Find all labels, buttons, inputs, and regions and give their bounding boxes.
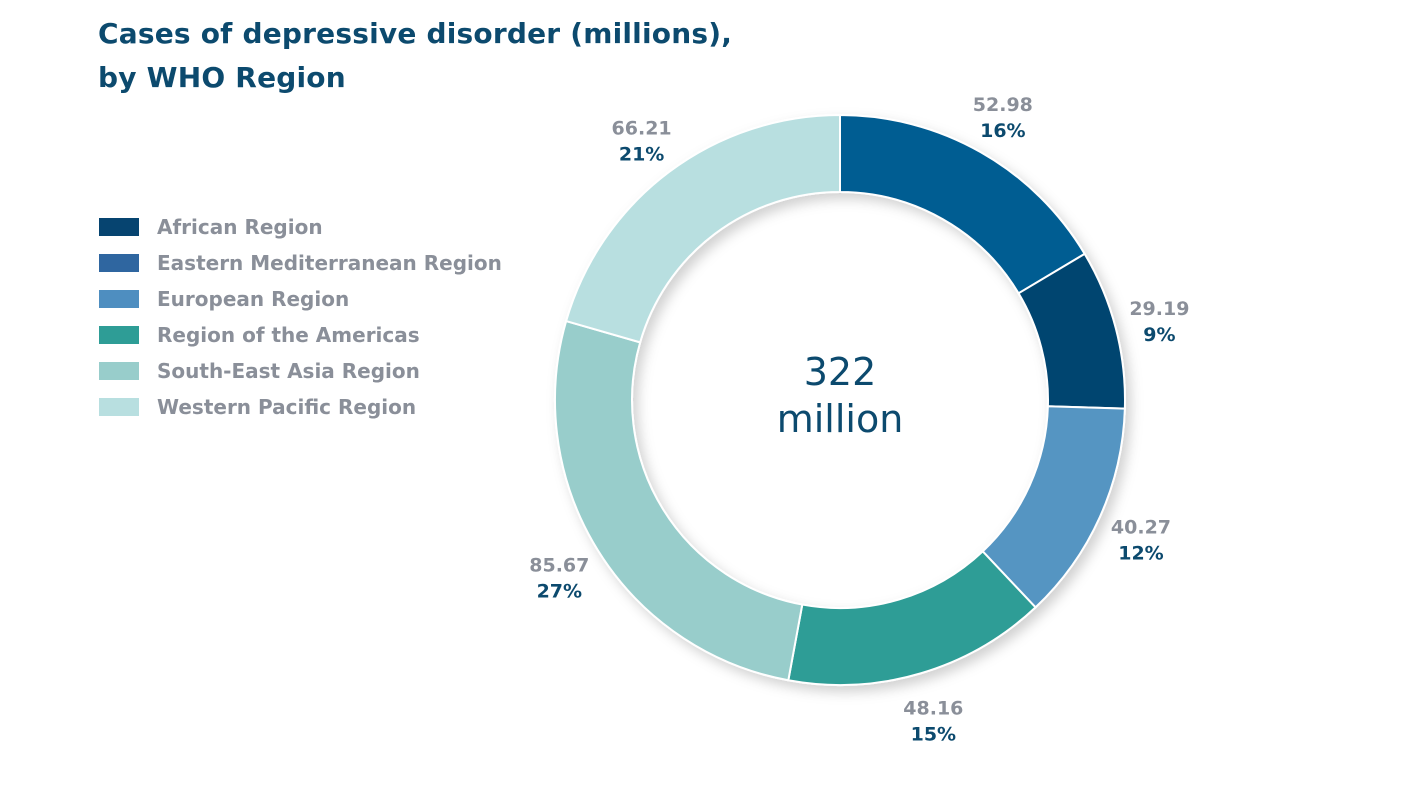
donut-slice-4 [787, 549, 1037, 686]
donut-slices [554, 113, 1126, 686]
donut-slice-5 [554, 319, 804, 682]
legend-swatch-african-region [99, 218, 139, 236]
donut-slice-1 [839, 113, 1087, 295]
legend-swatch-south-east-asia-region [99, 362, 139, 380]
slice-value-label-2: 29.19 [1129, 298, 1189, 320]
legend-label-western-pacific-region: Western Pacific Region [157, 395, 417, 419]
legend-label-region-of-the-americas: Region of the Americas [157, 323, 420, 347]
legend-swatch-western-pacific-region [99, 398, 139, 416]
slice-percent-label-3: 12% [1118, 542, 1163, 564]
slice-percent-label-5: 27% [537, 581, 582, 603]
legend-swatch-eastern-mediterranean-region [99, 254, 139, 272]
center-total-unit: million [777, 397, 904, 441]
chart-title-line-2: by WHO Region [98, 61, 346, 94]
slice-value-label-1: 52.98 [973, 94, 1033, 116]
slice-value-label-4: 48.16 [903, 698, 963, 720]
legend-label-eastern-mediterranean-region: Eastern Mediterranean Region [157, 251, 502, 275]
legend-swatch-region-of-the-americas [99, 326, 139, 344]
legend-label-south-east-asia-region: South-East Asia Region [157, 359, 420, 383]
legend-label-european-region: European Region [157, 287, 350, 311]
chart-title-line-1: Cases of depressive disorder (millions), [98, 17, 733, 50]
slice-percent-label-2: 9% [1143, 324, 1175, 346]
donut-labels: 52.98 16% 29.19 9% 40.27 12% 48.16 15% 85.67 27% 6… [529, 94, 1189, 746]
donut-slice-6 [564, 113, 841, 344]
slice-value-label-3: 40.27 [1111, 516, 1171, 538]
center-total-number: 322 [804, 350, 877, 394]
slice-percent-label-4: 15% [911, 724, 956, 746]
slice-percent-label-6: 21% [619, 143, 664, 165]
chart-title: Cases of depressive disorder (millions),… [98, 12, 732, 100]
slice-value-label-5: 85.67 [529, 555, 589, 577]
slice-value-label-6: 66.21 [612, 117, 672, 139]
legend-swatch-european-region [99, 290, 139, 308]
slice-percent-label-1: 16% [980, 120, 1025, 142]
legend-label-african-region: African Region [157, 215, 323, 239]
